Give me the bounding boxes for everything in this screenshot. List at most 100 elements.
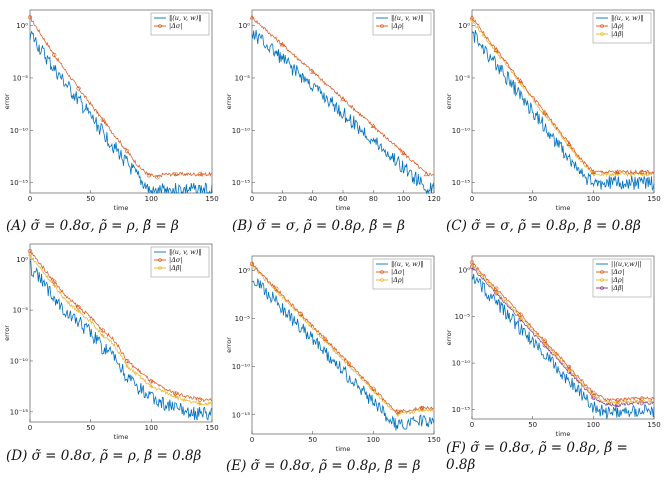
- data-point: [155, 175, 160, 180]
- y-axis-label: error: [445, 93, 453, 109]
- chart-panel-d: 0 50 100 150 10⁰ 10⁻⁵ 10⁻¹⁰ 10⁻¹⁵ time error ‖(u, …: [3, 240, 219, 441]
- chart-b-svg: 0 20 40 60 80 100 120 10⁰ 10⁻⁵ 10⁻¹⁰ 10⁻¹⁵ time erro…: [225, 9, 441, 212]
- legend-label: |Δρ|: [611, 276, 624, 284]
- series-line: [251, 264, 435, 417]
- data-point: [124, 149, 130, 154]
- chart-f-svg: 0 50 100 150 10⁰ 10⁻⁵ 10⁻¹⁰ 10⁻¹⁵ time error ||(u,…: [445, 255, 661, 438]
- series-2: [28, 253, 213, 407]
- data-point: [76, 304, 81, 310]
- legend-marker: [600, 278, 604, 282]
- y-tick-label: 10⁻⁵: [455, 313, 471, 321]
- y-tick-label: 10⁻¹⁰: [232, 363, 250, 371]
- data-point: [27, 15, 33, 20]
- y-tick-label: 10⁻¹⁵: [232, 411, 250, 419]
- y-tick-label: 10⁻⁵: [235, 74, 251, 82]
- legend-label: ‖(u, v, w)‖: [169, 14, 202, 22]
- series-line: [471, 18, 655, 176]
- data-point: [542, 109, 548, 115]
- legend-label: |Δσ|: [169, 256, 183, 264]
- data-point: [423, 171, 429, 177]
- data-point: [100, 117, 105, 122]
- data-point: [591, 390, 596, 396]
- y-tick-label: 10⁻⁵: [13, 307, 29, 315]
- data-point: [590, 169, 596, 174]
- x-tick-label: 20: [278, 195, 287, 203]
- y-tick-label: 10⁻¹⁰: [232, 127, 250, 135]
- series-line: [471, 267, 655, 408]
- legend-label: |Δρ|: [391, 22, 404, 30]
- chart-c-svg: 0 50 100 150 10⁰ 10⁻⁵ 10⁻¹⁰ 10⁻¹⁵ time error ‖(u, …: [445, 9, 661, 212]
- plot-frame: [29, 9, 213, 194]
- series-1: [469, 14, 655, 176]
- x-tick-label: 80: [369, 195, 378, 203]
- data-point: [615, 398, 620, 403]
- data-point: [395, 409, 400, 414]
- x-tick-label: 150: [647, 195, 660, 203]
- series-line: [251, 29, 435, 195]
- series-0: [251, 278, 435, 431]
- series-line: [29, 250, 213, 402]
- caption-f: (F) σ̃ = 0.8σ, ρ̃ = 0.8ρ, β̃ = 0.8β: [446, 440, 628, 473]
- x-axis-label: time: [556, 430, 571, 438]
- data-point: [28, 253, 32, 258]
- x-tick-label: 100: [367, 436, 380, 444]
- y-tick-label: 10⁻⁵: [455, 74, 471, 82]
- caption-b: (B) σ̃ = σ, ρ̃ = 0.8ρ, β̃ = β: [232, 218, 405, 234]
- x-tick-label: 150: [427, 436, 440, 444]
- legend-box: [150, 12, 210, 36]
- data-point: [274, 286, 279, 291]
- legend-label: |Δβ|: [611, 30, 624, 38]
- legend-marker: [600, 286, 604, 290]
- data-point: [340, 96, 346, 101]
- legend-box: [372, 12, 432, 36]
- y-tick-label: 10⁻¹⁵: [452, 179, 470, 187]
- data-point: [197, 401, 202, 406]
- legend: ‖(u, v, w)‖|Δσ||Δρ|: [372, 258, 432, 290]
- caption-a: (A) σ̃ = 0.8σ, ρ̃ = ρ, β̃ = β: [6, 218, 179, 234]
- series-line: [471, 273, 655, 419]
- series-line: [29, 260, 213, 421]
- legend-box: [592, 258, 652, 298]
- legend: ||(u,v,w)|||Δσ||Δρ||Δβ|: [592, 258, 652, 298]
- x-tick-label: 0: [250, 436, 254, 444]
- x-tick-label: 50: [86, 195, 95, 203]
- data-point: [310, 68, 316, 74]
- data-point: [76, 86, 81, 91]
- data-point: [639, 172, 644, 177]
- y-tick-label: 10⁰: [238, 22, 250, 30]
- y-axis-label: error: [3, 93, 11, 109]
- legend: ‖(u, v, w)‖|Δσ|: [150, 12, 210, 36]
- chart-panel-a: 0 50 100 150 10⁰ 10⁻⁵ 10⁻¹⁰ 10⁻¹⁵ time error ‖(u, …: [3, 6, 219, 212]
- x-axis-label: time: [336, 445, 351, 453]
- legend-marker: [380, 278, 384, 282]
- data-point: [346, 361, 352, 366]
- data-point: [149, 384, 154, 389]
- series-line: [471, 30, 655, 191]
- data-point: [469, 260, 475, 265]
- data-point: [197, 172, 202, 177]
- series-line: [29, 15, 213, 179]
- y-tick-label: 10⁻¹⁵: [452, 406, 470, 414]
- data-point: [197, 397, 202, 402]
- data-point: [27, 249, 33, 254]
- legend-label: |Δβ|: [611, 284, 624, 292]
- data-point: [279, 41, 285, 47]
- chart-e-svg: 0 50 100 150 10⁰ 10⁻⁵ 10⁻¹⁰ 10⁻¹⁵ time error ‖(u, …: [225, 255, 441, 453]
- x-tick-label: 50: [528, 421, 537, 429]
- series-line: [251, 262, 434, 415]
- x-tick-label: 100: [587, 421, 600, 429]
- x-tick-label: 0: [470, 195, 474, 203]
- chart-panel-f: 0 50 100 150 10⁰ 10⁻⁵ 10⁻¹⁰ 10⁻¹⁵ time error ||(u,…: [445, 252, 661, 438]
- legend-label: ||(u,v,w)||: [611, 260, 642, 268]
- y-axis-label: error: [225, 93, 233, 109]
- chart-panel-e: 0 50 100 150 10⁰ 10⁻⁵ 10⁻¹⁰ 10⁻¹⁵ time error ‖(u, …: [225, 252, 441, 453]
- series-1: [27, 15, 213, 180]
- x-tick-label: 60: [339, 195, 348, 203]
- x-tick-label: 100: [587, 195, 600, 203]
- legend: ‖(u, v, w)‖|Δσ||Δβ|: [150, 246, 210, 278]
- legend-marker: [380, 270, 384, 274]
- data-point: [371, 386, 376, 391]
- y-axis-label: error: [3, 325, 11, 341]
- data-point: [566, 141, 572, 146]
- legend-marker: [380, 24, 384, 28]
